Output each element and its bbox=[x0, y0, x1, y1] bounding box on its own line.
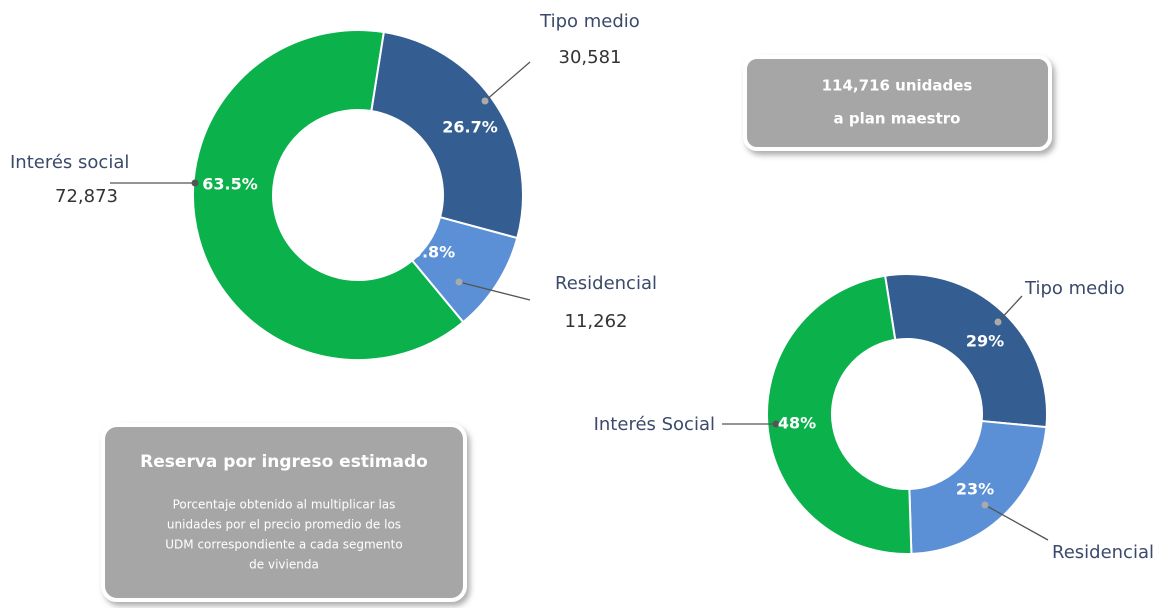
category-label: Residencial bbox=[555, 273, 657, 294]
donut-segment bbox=[766, 274, 913, 555]
category-label: Interés Social bbox=[594, 414, 715, 435]
leader-line bbox=[997, 295, 1023, 323]
info-box bbox=[743, 55, 1052, 151]
donut-segment bbox=[883, 273, 1048, 429]
donut-segment bbox=[370, 30, 524, 240]
box-text: 114,716 unidades bbox=[822, 77, 973, 95]
value-label: 48% bbox=[778, 414, 816, 433]
box-text: a plan maestro bbox=[834, 110, 961, 128]
value-label: 23% bbox=[956, 480, 994, 499]
category-label: Tipo medio bbox=[1024, 278, 1125, 299]
count-label: 30,581 bbox=[559, 47, 622, 68]
donut-segment bbox=[908, 419, 1048, 555]
leader-line bbox=[984, 504, 1049, 541]
leader-dot bbox=[772, 420, 780, 428]
category-label: Interés social bbox=[10, 152, 129, 173]
leader-dot bbox=[191, 179, 199, 187]
category-label: Tipo medio bbox=[539, 11, 640, 32]
value-label: 26.7% bbox=[442, 118, 498, 137]
leader-line bbox=[458, 281, 531, 301]
count-label: 11,262 bbox=[565, 311, 628, 332]
leader-dot bbox=[455, 278, 463, 286]
box-title: Reserva por ingreso estimado bbox=[140, 452, 428, 472]
count-label: 72,873 bbox=[55, 186, 118, 207]
leader-line bbox=[484, 61, 531, 102]
box-text: de vivienda bbox=[249, 558, 319, 572]
value-label: 9.8% bbox=[411, 243, 455, 262]
leader-dot bbox=[481, 97, 489, 105]
leader-dot bbox=[981, 501, 989, 509]
value-label: 63.5% bbox=[202, 175, 258, 194]
category-label: Residencial bbox=[1052, 542, 1154, 563]
info-box bbox=[101, 423, 467, 602]
box-text: unidades por el precio promedio de los bbox=[167, 518, 401, 532]
box-text: Porcentaje obtenido al multiplicar las bbox=[173, 498, 396, 512]
leader-dot bbox=[994, 318, 1002, 326]
value-label: 29% bbox=[966, 332, 1004, 351]
box-text: UDM correspondiente a cada segmento bbox=[165, 538, 402, 552]
donut-segment bbox=[192, 29, 465, 361]
